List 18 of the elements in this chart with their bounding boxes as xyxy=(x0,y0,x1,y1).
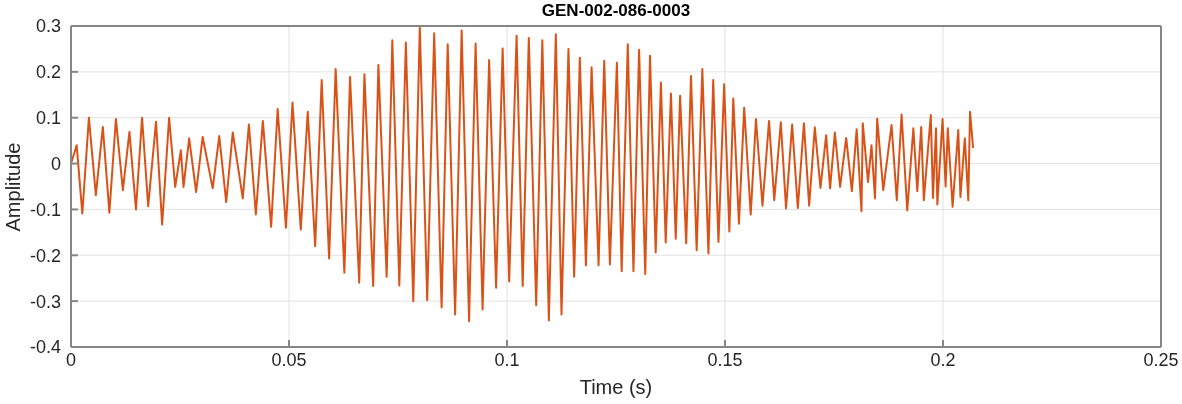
y-tick-label: 0.1 xyxy=(35,108,61,129)
x-tick-label: 0.05 xyxy=(271,349,307,370)
x-axis-title: Time (s) xyxy=(578,376,654,399)
x-tick-label: 0.2 xyxy=(930,349,956,370)
y-axis-title: Amplitude xyxy=(2,142,24,231)
y-tick-label: -0.4 xyxy=(29,337,61,358)
chart-title: GEN-002-086-0003 xyxy=(540,1,692,21)
x-tick-label: 0.25 xyxy=(1143,349,1179,370)
x-tick-label: 0.1 xyxy=(494,349,520,370)
y-tick-label: 0.2 xyxy=(35,62,61,83)
y-tick-label: 0 xyxy=(50,153,61,174)
y-tick-label: -0.3 xyxy=(29,291,61,312)
y-tick-label: -0.2 xyxy=(29,245,61,266)
line-series xyxy=(71,26,975,323)
x-tick-label: 0 xyxy=(65,349,77,370)
y-tick-label: -0.1 xyxy=(29,199,61,220)
x-tick-label: 0.15 xyxy=(707,349,743,370)
y-tick-label: 0.3 xyxy=(35,16,61,37)
